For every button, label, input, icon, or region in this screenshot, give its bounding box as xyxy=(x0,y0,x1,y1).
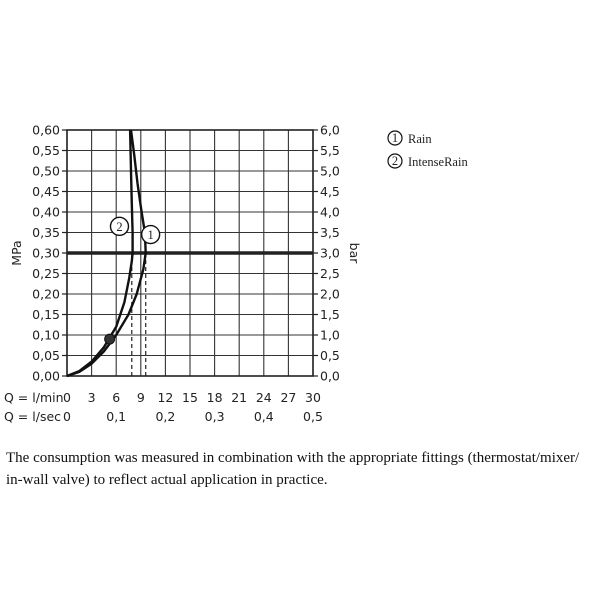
x-axis-secondary-label: Q = l/sec xyxy=(4,409,61,424)
x-tick-label-lsec: 0,3 xyxy=(205,409,225,424)
left-tick-label: 0,25 xyxy=(32,266,60,281)
x-tick-label-lmin: 24 xyxy=(256,390,272,405)
x-tick-label-lmin: 30 xyxy=(305,390,321,405)
x-axis-primary-label: Q = l/min xyxy=(4,390,64,405)
left-tick-label: 0,15 xyxy=(32,307,60,322)
legend-marker-circle xyxy=(387,153,403,169)
series-marker-circle xyxy=(109,216,130,237)
right-tick-label: 3,0 xyxy=(320,246,340,261)
right-axis-label: bar xyxy=(347,243,362,265)
x-tick-label-lmin: 6 xyxy=(112,390,120,405)
right-tick-label: 4,5 xyxy=(320,184,340,199)
right-tick-label: 6,0 xyxy=(320,123,340,138)
left-tick-label: 0,45 xyxy=(32,184,60,199)
left-tick-label: 0,60 xyxy=(32,123,60,138)
x-tick-label-lsec: 0,2 xyxy=(155,409,175,424)
left-axis-label: MPa xyxy=(9,240,24,265)
x-tick-label-lmin: 3 xyxy=(88,390,96,405)
left-tick-label: 0,40 xyxy=(32,205,60,220)
legend-entry-label: Rain xyxy=(408,132,432,146)
left-tick-label: 0,35 xyxy=(32,225,60,240)
left-tick-label: 0,00 xyxy=(32,369,60,384)
legend-marker-circle xyxy=(387,130,403,146)
left-tick-label: 0,10 xyxy=(32,328,60,343)
right-tick-label: 2,0 xyxy=(320,287,340,302)
right-tick-label: 5,5 xyxy=(320,143,340,158)
left-tick-label: 0,50 xyxy=(32,164,60,179)
right-tick-label: 4,0 xyxy=(320,205,340,220)
x-tick-label-lmin: 21 xyxy=(231,390,247,405)
x-tick-label-lsec: 0,1 xyxy=(106,409,126,424)
legend-entry-label: IntenseRain xyxy=(408,155,468,169)
left-tick-label: 0,30 xyxy=(32,246,60,261)
right-tick-label: 2,5 xyxy=(320,266,340,281)
caption-text: The consumption was measured in combinat… xyxy=(6,450,580,488)
x-tick-label-lmin: 9 xyxy=(137,390,145,405)
x-tick-label-lsec: 0,4 xyxy=(254,409,274,424)
x-tick-label-lmin: 12 xyxy=(157,390,173,405)
series-line-intenserain xyxy=(66,129,134,378)
x-tick-label-lsec: 0,5 xyxy=(303,409,323,424)
x-tick-label-lmin: 18 xyxy=(207,390,223,405)
series-marker-number: 1 xyxy=(148,228,154,242)
x-tick-label-lmin: 0 xyxy=(63,390,71,405)
data-point-marker xyxy=(104,333,116,345)
series-marker-number: 2 xyxy=(116,220,122,234)
legend-marker-number: 2 xyxy=(392,154,398,168)
right-tick-label: 1,0 xyxy=(320,328,340,343)
right-tick-label: 5,0 xyxy=(320,164,340,179)
series-line-rain xyxy=(66,129,147,378)
left-tick-label: 0,55 xyxy=(32,143,60,158)
legend-marker-number: 1 xyxy=(392,131,398,145)
x-tick-label-lmin: 27 xyxy=(280,390,296,405)
left-tick-label: 0,05 xyxy=(32,348,60,363)
x-tick-label-lmin: 15 xyxy=(182,390,198,405)
right-tick-label: 0,5 xyxy=(320,348,340,363)
right-tick-label: 0,0 xyxy=(320,369,340,384)
right-tick-label: 1,5 xyxy=(320,307,340,322)
series-marker-circle xyxy=(140,224,161,245)
right-tick-label: 3,5 xyxy=(320,225,340,240)
left-tick-label: 0,20 xyxy=(32,287,60,302)
x-tick-label-lsec: 0 xyxy=(63,409,71,424)
